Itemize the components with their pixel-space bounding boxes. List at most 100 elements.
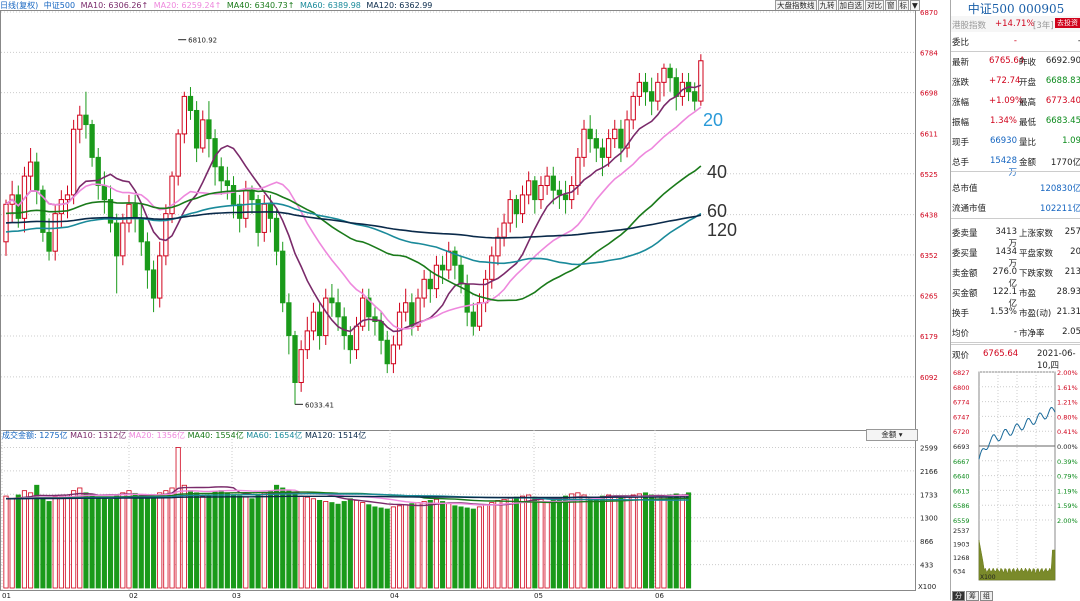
quote-row: 总手 15428万 金额 1770亿 [951, 153, 1080, 178]
x-tick-label: 03 [232, 592, 241, 600]
candle [187, 95, 194, 111]
current-label: 观价 [952, 351, 970, 361]
intraday-chart[interactable]: 6827 2.00% 6800 1.61% 6774 1.21% 6747 0.80% 6720… [951, 364, 1080, 590]
volume-bar [556, 497, 562, 589]
candle [532, 180, 538, 201]
quote-label: 上涨家数 [1019, 229, 1054, 239]
quote-row: 现手 66930 量比 1.09 [951, 133, 1080, 149]
ma60-label: MA60: 6389.98 [300, 1, 361, 10]
candle [347, 335, 354, 351]
volume-bar [587, 496, 593, 589]
volume-bar [686, 492, 692, 589]
candle [575, 156, 581, 187]
volume-bar [101, 497, 107, 589]
quote-label: 量比 [1019, 138, 1037, 148]
candle [89, 124, 95, 158]
x-tick-label: 06 [655, 592, 664, 600]
volume-bar [360, 502, 366, 589]
candle [341, 316, 347, 337]
candle [175, 133, 181, 177]
candle [458, 264, 464, 285]
candle [169, 175, 175, 215]
index-label: 港股指数 [952, 21, 987, 31]
candle [237, 203, 243, 219]
volume-bar [267, 490, 273, 589]
vol-y-tick-label: 1733 [920, 491, 938, 499]
vol-ma60-label: MA60: 1654亿 [246, 431, 303, 440]
intraday-right-tick: 2.00% [1057, 369, 1078, 377]
volume-bar [163, 490, 169, 589]
candle [292, 335, 298, 383]
candle [630, 95, 636, 121]
quote-value: 1.53% [989, 307, 1017, 317]
volume-selector[interactable]: 金额 ▾ [866, 429, 918, 441]
kline-chart[interactable]: 6870 6784 6698 6611 6525 6438 6352 6265 6179 6092… [0, 10, 948, 600]
period-label[interactable]: 日线(复权) [0, 1, 39, 10]
y-tick-label: 6784 [920, 49, 938, 57]
intraday-vol-tick: 1903 [953, 541, 970, 549]
ma20-line [5, 106, 702, 330]
quote-value: - [1013, 36, 1017, 46]
volume-bar [304, 496, 310, 589]
intraday-left-tick: 6827 [953, 369, 970, 377]
candle [642, 81, 649, 93]
volume-bar [298, 495, 304, 589]
invest-button[interactable]: 去投资 [1055, 18, 1080, 28]
quote-value: 1.34% [989, 116, 1017, 126]
quote-value: 276.0亿 [992, 267, 1017, 289]
volume-bar [667, 494, 673, 589]
y-tick-label: 6870 [920, 10, 938, 17]
volume-bar [21, 490, 27, 589]
candle [562, 194, 569, 201]
volume-bar [206, 494, 212, 589]
index-return: +14.71% [995, 19, 1035, 29]
candle [526, 180, 532, 196]
volume-bar [593, 497, 599, 589]
volume-bar [64, 494, 71, 589]
quote-value: +72.74 [989, 76, 1021, 86]
vol-unit-label: X100 [918, 583, 936, 591]
candle [612, 128, 618, 140]
volume-bar [440, 501, 446, 589]
candle [390, 344, 397, 365]
quote-label: 买金额 [952, 289, 978, 299]
quote-label: 卖金额 [952, 269, 978, 279]
candle [587, 128, 593, 140]
candle [286, 302, 292, 337]
volume-bar [390, 506, 396, 589]
candle [353, 325, 360, 351]
vol-ma120-line [6, 495, 689, 500]
ma120-label: MA120: 6362.99 [366, 1, 433, 10]
separator [951, 171, 1080, 172]
volume-bar [563, 495, 569, 589]
candle [489, 255, 495, 280]
volume-bar [446, 503, 452, 589]
volume-bar [95, 496, 101, 589]
quote-value: 257 [1064, 227, 1080, 237]
volume-bar [507, 497, 513, 589]
volume-bar [347, 498, 353, 589]
candle [181, 95, 187, 135]
intraday-right-tick: 0.41% [1057, 428, 1078, 436]
candle [452, 250, 458, 266]
quote-row: 涨跌 +72.74 开盘 6688.83 [951, 73, 1080, 89]
y-tick-label: 6352 [920, 252, 938, 260]
ma120-line [5, 211, 702, 239]
index-name: 中证500 [43, 1, 76, 10]
quote-value: - [1078, 36, 1080, 46]
volume-bar [194, 492, 200, 589]
candle [101, 185, 108, 201]
intraday-vol-tick: 2537 [953, 527, 970, 535]
candle [120, 222, 126, 257]
candle [446, 250, 452, 271]
quote-value: 1770亿 [1050, 158, 1080, 168]
candle [439, 264, 446, 271]
current-value: 6765.64 [983, 349, 1019, 359]
quote-value: 122.1亿 [992, 287, 1017, 309]
intraday-right-tick: 1.59% [1057, 502, 1078, 510]
x-tick-label: 02 [129, 592, 138, 600]
candle [261, 203, 267, 233]
quote-row: 总市值 120830亿 [951, 179, 1080, 195]
volume-amount-label: 成交金额: 1275亿 [2, 431, 68, 440]
candle [403, 302, 409, 313]
